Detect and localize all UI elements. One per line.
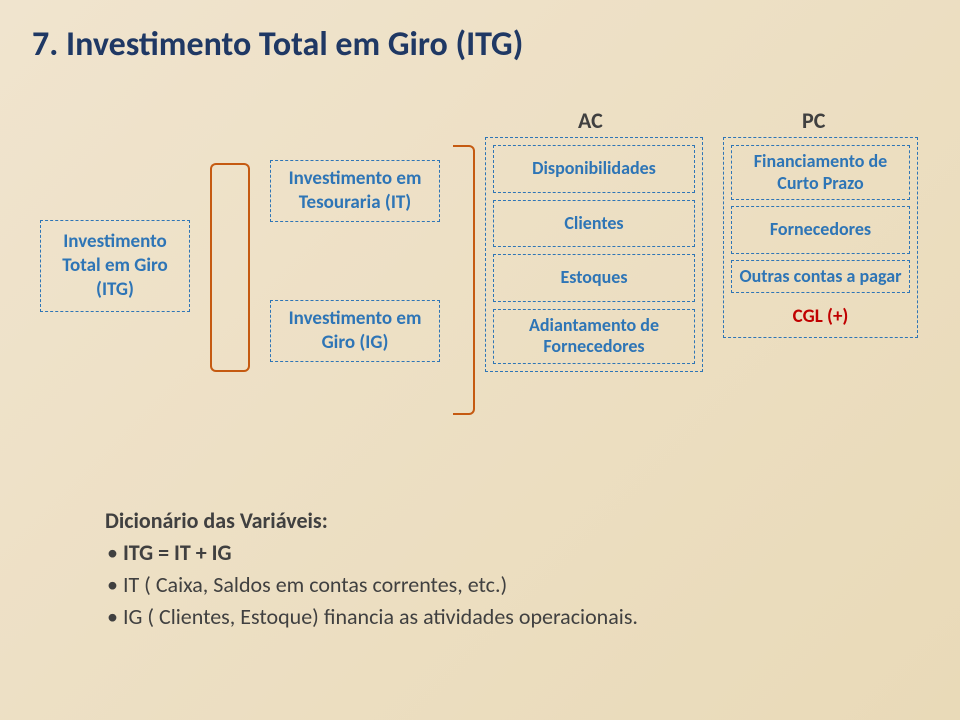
bracket-left (210, 163, 250, 368)
box-ig: Investimento em Giro (IG) (270, 300, 440, 362)
cell-adiantamento: Adiantamento de Fornecedores (493, 309, 695, 364)
label-cgl: CGL (+) (731, 299, 910, 330)
diagram-container: Investimento Total em Giro (ITG) Investi… (25, 105, 935, 425)
box-itg: Investimento Total em Giro (ITG) (40, 220, 190, 312)
dictionary-item-1: ITG = IT + IG (105, 537, 638, 569)
cell-clientes: Clientes (493, 200, 695, 248)
cell-outras: Outras contas a pagar (731, 260, 910, 294)
bracket-right (453, 145, 475, 415)
page-title: 7. Investimento Total em Giro (ITG) (32, 24, 523, 65)
cell-fornecedores: Fornecedores (731, 206, 910, 254)
dictionary-item-2: IT ( Caixa, Saldos em contas correntes, … (105, 569, 638, 601)
header-pc: PC (802, 107, 825, 134)
dictionary-item-3: IG ( Clientes, Estoque) financia as ativ… (105, 601, 638, 633)
cell-disponibilidades: Disponibilidades (493, 145, 695, 193)
cell-financiamento: Financiamento de Curto Prazo (731, 145, 910, 200)
dictionary-heading: Dicionário das Variáveis: (105, 505, 638, 537)
header-ac: AC (578, 107, 603, 134)
column-ac: Disponibilidades Clientes Estoques Adian… (485, 137, 703, 372)
column-pc: Financiamento de Curto Prazo Fornecedore… (723, 137, 918, 338)
box-it: Investimento em Tesouraria (IT) (270, 160, 440, 222)
dictionary-block: Dicionário das Variáveis: ITG = IT + IG … (105, 505, 638, 633)
cell-estoques: Estoques (493, 254, 695, 302)
